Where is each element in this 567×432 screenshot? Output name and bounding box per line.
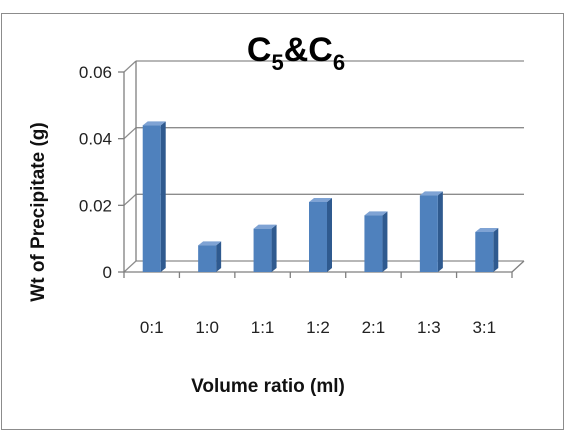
bar-side xyxy=(271,224,277,272)
chart-frame xyxy=(1,13,564,430)
y-tick-label: 0 xyxy=(103,263,112,282)
y-tick-labels: 0 0.02 0.04 0.06 xyxy=(79,63,112,282)
bar xyxy=(475,232,494,272)
x-tick-label: 1:0 xyxy=(195,318,219,337)
x-tick-label: 0:1 xyxy=(140,318,164,337)
bar-side xyxy=(327,198,332,272)
y-axis-title: Wt of Precipitate (g) xyxy=(28,122,49,301)
x-axis-title: Volume ratio (ml) xyxy=(191,376,345,397)
bar-side xyxy=(160,121,166,272)
x-tick-label: 1:1 xyxy=(251,318,275,337)
y-tick-label: 0.04 xyxy=(79,130,112,149)
bar-top xyxy=(253,224,277,229)
bar xyxy=(419,195,438,272)
bar-top xyxy=(309,198,332,202)
bar xyxy=(364,215,383,272)
x-tick-label: 2:1 xyxy=(362,318,386,337)
bar-top xyxy=(475,228,499,232)
gridline-depth xyxy=(123,193,137,206)
y-tick-label: 0.06 xyxy=(79,63,112,82)
bar xyxy=(198,245,217,272)
bar xyxy=(253,228,272,272)
x-tick-label: 3:1 xyxy=(472,318,496,337)
floor-edge xyxy=(511,260,525,273)
x-tick-label: 1:3 xyxy=(417,318,441,337)
bar-side xyxy=(216,241,222,272)
bar-top xyxy=(419,191,443,196)
bar-top xyxy=(198,241,222,246)
bars xyxy=(142,121,499,272)
gridline-depth xyxy=(123,60,137,73)
bar-side xyxy=(493,228,499,272)
bar-side xyxy=(382,211,388,272)
gridline-depth xyxy=(123,260,137,273)
bar xyxy=(309,202,327,272)
bar-top xyxy=(364,211,388,216)
chart-title: C5&C6 xyxy=(247,31,345,75)
bar-top xyxy=(142,121,166,126)
x-tick-labels: 0:1 1:0 1:1 1:2 2:1 1:3 3:1 xyxy=(140,318,496,337)
bar xyxy=(142,125,161,272)
y-tick-label: 0.02 xyxy=(79,196,112,215)
x-tick-label: 1:2 xyxy=(306,318,330,337)
bar-side xyxy=(437,191,443,272)
gridline-depth xyxy=(123,127,137,140)
